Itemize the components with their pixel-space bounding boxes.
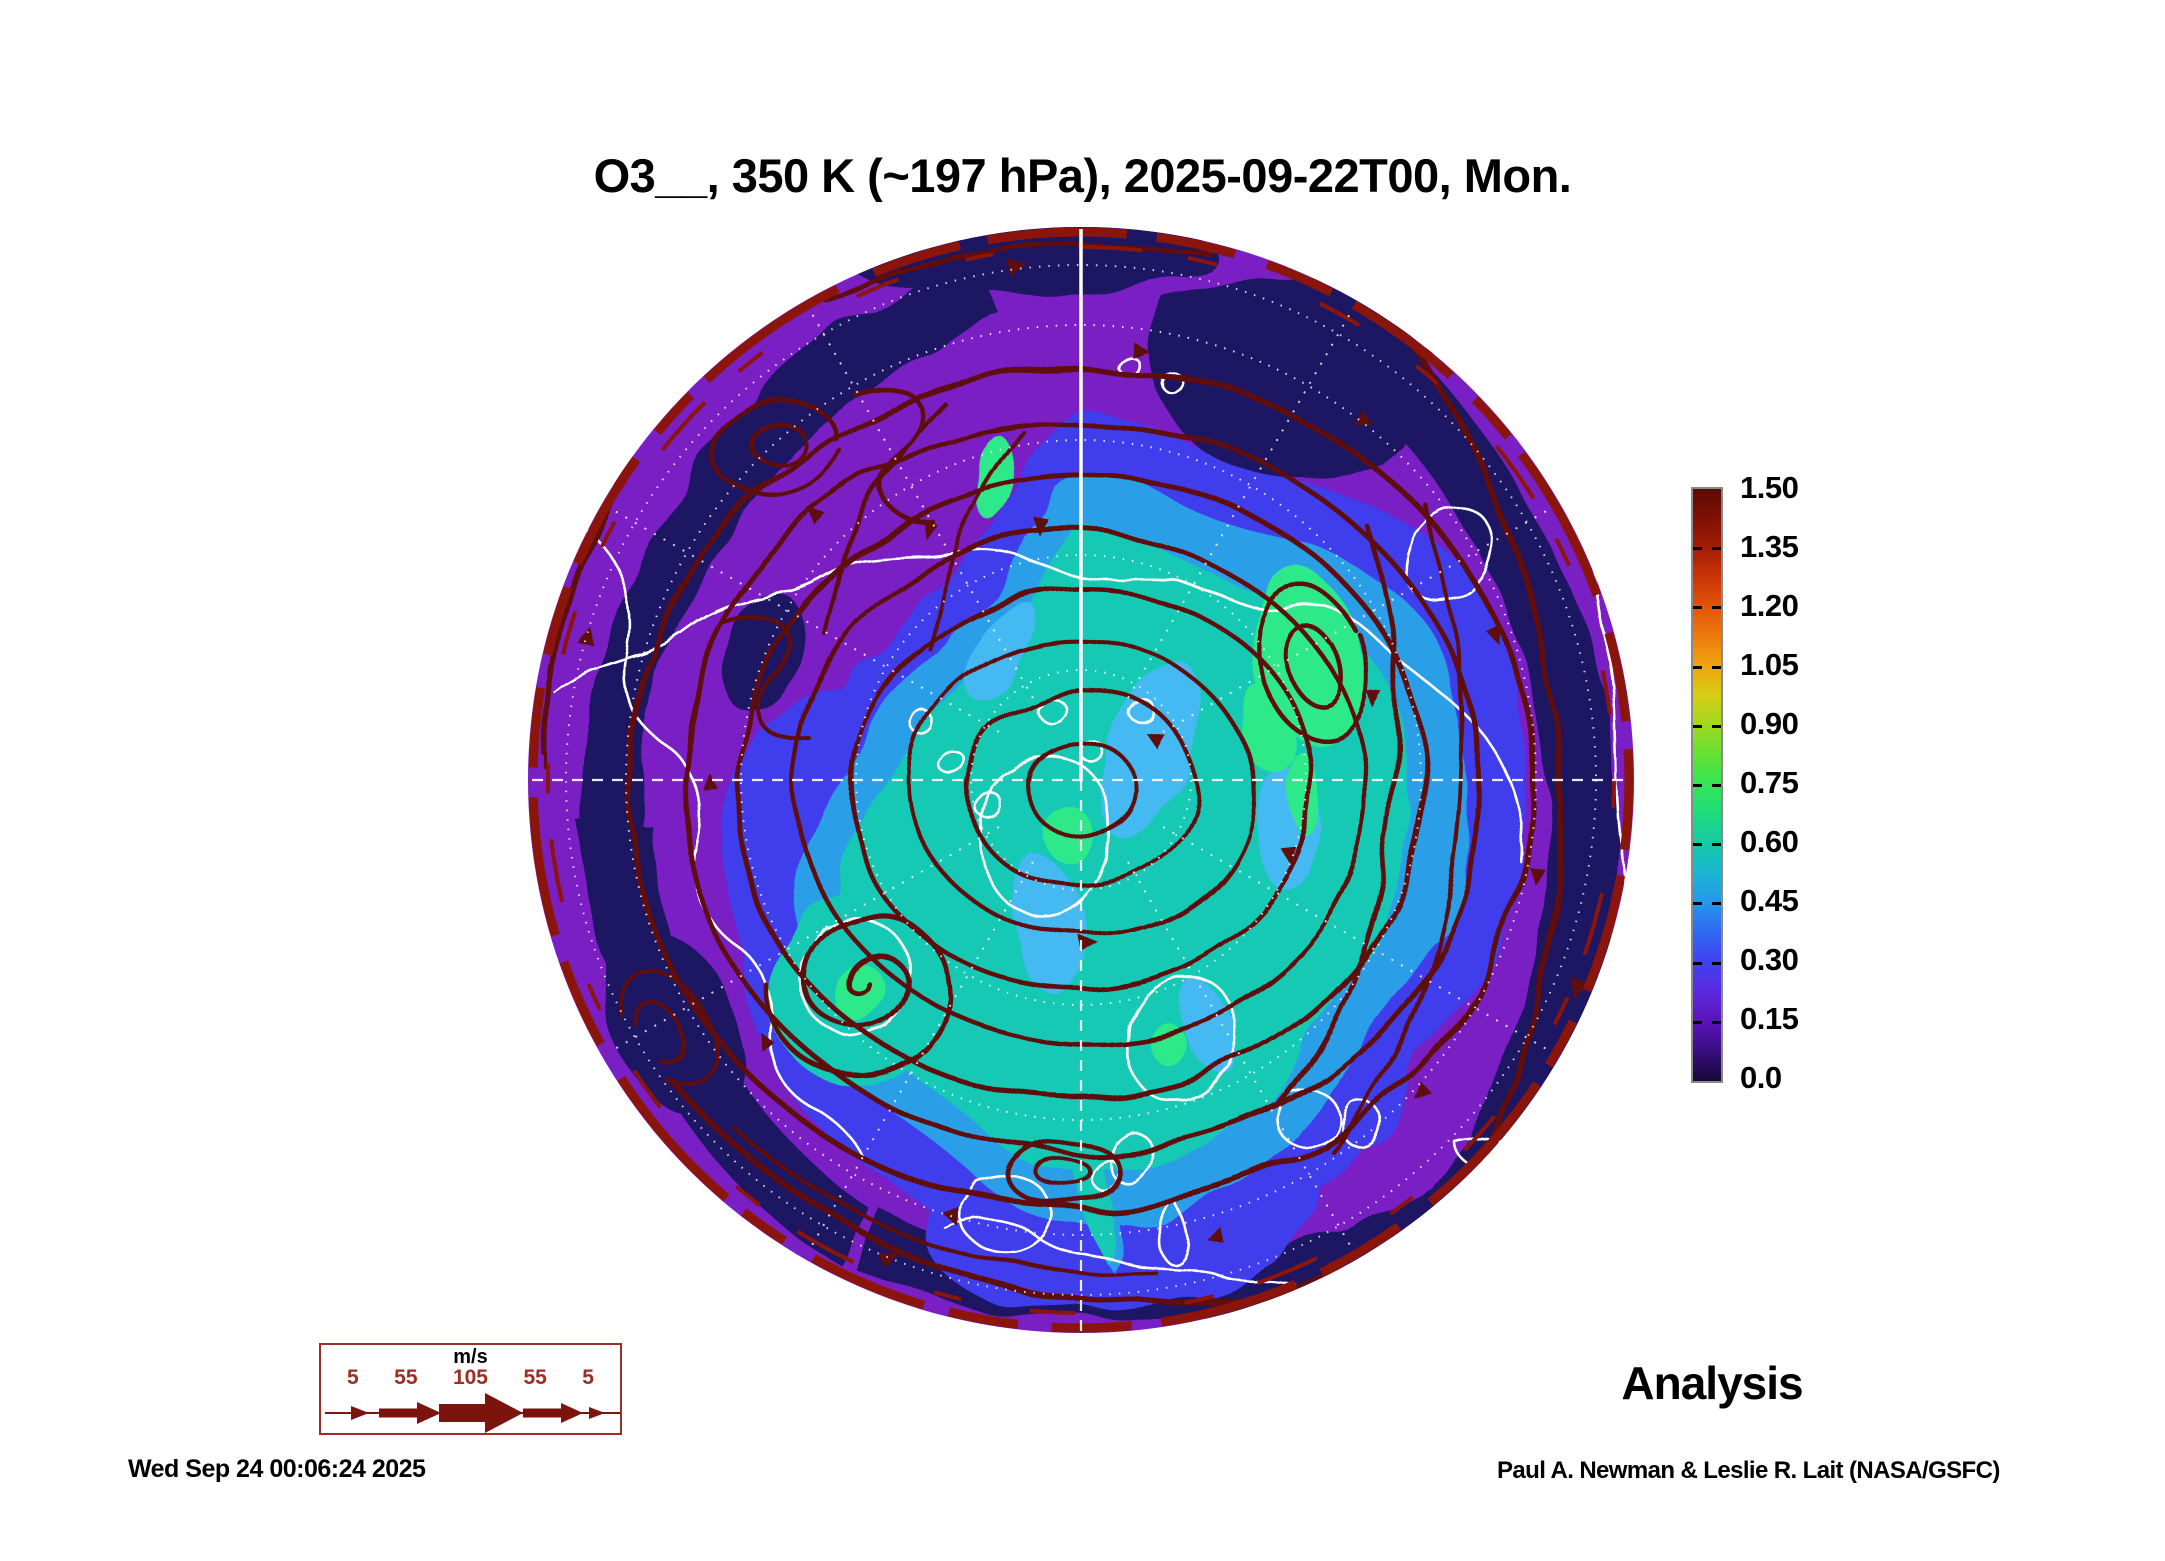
wind-arrow-scale-icon	[325, 1393, 620, 1433]
polar-map	[528, 227, 1634, 1333]
colorbar-tick-label: 1.05	[1740, 647, 1799, 682]
wind-legend-box: m/s 5 55 105 55 5	[319, 1343, 622, 1435]
colorbar-gradient-bar	[1691, 487, 1723, 1083]
analysis-label: Analysis	[1621, 1357, 1803, 1409]
plot-title: O3__, 350 K (~197 hPa), 2025-09-22T00, M…	[593, 149, 1572, 202]
colorbar-tick-label: 0.30	[1740, 942, 1799, 977]
colorbar-tick-label: 0.60	[1740, 824, 1799, 859]
colorbar-tick-label: 0.75	[1740, 765, 1799, 800]
wind-legend-value: 105	[452, 1366, 488, 1389]
colorbar-tick-label: 1.20	[1740, 588, 1799, 623]
colorbar-tick-label: 0.0	[1740, 1060, 1782, 1095]
colorbar-labels: 1.50 1.35 1.20 1.05 0.90 0.75 0.60 0.45 0.30 0.15…	[1740, 470, 1799, 1095]
wind-legend-value: 5	[582, 1366, 594, 1389]
graticule	[532, 229, 1630, 1331]
wind-legend-values: 5 55 105 55 5	[321, 1366, 620, 1390]
wind-legend-value: 55	[394, 1366, 418, 1389]
credit-line: Paul A. Newman & Leslie R. Lait (NASA/GS…	[1497, 1457, 2000, 1484]
colorbar-tick-label: 1.50	[1740, 470, 1799, 505]
colorbar-tick-label: 0.45	[1740, 883, 1799, 918]
colorbar-tick-label: 0.15	[1740, 1001, 1799, 1036]
colorbar-tick-label: 1.35	[1740, 529, 1799, 564]
wind-legend-units: m/s	[453, 1346, 488, 1368]
colorbar-tick-label: 0.90	[1740, 706, 1799, 741]
wind-legend-value: 55	[523, 1366, 547, 1389]
colorbar: 1.50 1.35 1.20 1.05 0.90 0.75 0.60 0.45 0.30 0.15…	[1691, 471, 1931, 1095]
wind-legend-value: 5	[347, 1366, 359, 1389]
generation-timestamp: Wed Sep 24 00:06:24 2025	[128, 1455, 426, 1483]
